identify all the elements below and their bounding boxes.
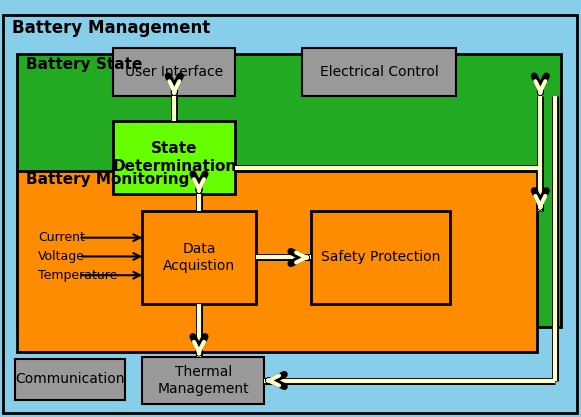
Text: Communication: Communication [15,372,124,387]
Text: Data
Acquistion: Data Acquistion [163,242,235,273]
Text: Battery Monitoring: Battery Monitoring [26,172,189,187]
Text: Safety Protection: Safety Protection [321,251,440,264]
FancyBboxPatch shape [17,54,561,327]
Text: User Interface: User Interface [125,65,223,79]
FancyBboxPatch shape [142,357,264,404]
Text: Battery State: Battery State [26,57,142,72]
Text: Voltage: Voltage [38,250,85,263]
Text: Thermal
Management: Thermal Management [157,365,249,396]
FancyBboxPatch shape [302,48,456,96]
Text: Electrical Control: Electrical Control [320,65,439,79]
FancyBboxPatch shape [142,211,256,304]
Text: State
Determination: State Determination [112,141,236,173]
FancyBboxPatch shape [17,171,537,352]
Text: Temperature: Temperature [38,269,117,282]
Text: Battery Management: Battery Management [12,19,210,37]
FancyBboxPatch shape [311,211,450,304]
FancyBboxPatch shape [15,359,125,400]
FancyBboxPatch shape [113,121,235,194]
FancyBboxPatch shape [3,15,577,413]
FancyBboxPatch shape [113,48,235,96]
Text: Current: Current [38,231,85,244]
